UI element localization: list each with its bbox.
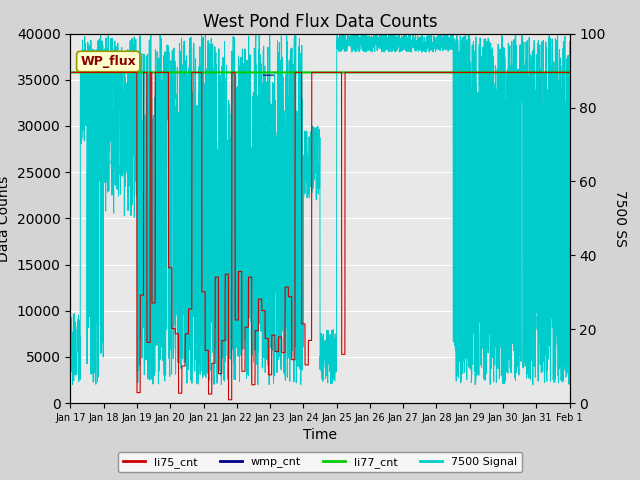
- Legend: li75_cnt, wmp_cnt, li77_cnt, 7500 Signal: li75_cnt, wmp_cnt, li77_cnt, 7500 Signal: [118, 452, 522, 472]
- X-axis label: Time: Time: [303, 429, 337, 443]
- Title: West Pond Flux Data Counts: West Pond Flux Data Counts: [203, 12, 437, 31]
- Y-axis label: Data Counts: Data Counts: [0, 175, 12, 262]
- Y-axis label: 7500 SS: 7500 SS: [612, 190, 627, 247]
- Text: WP_flux: WP_flux: [81, 55, 136, 68]
